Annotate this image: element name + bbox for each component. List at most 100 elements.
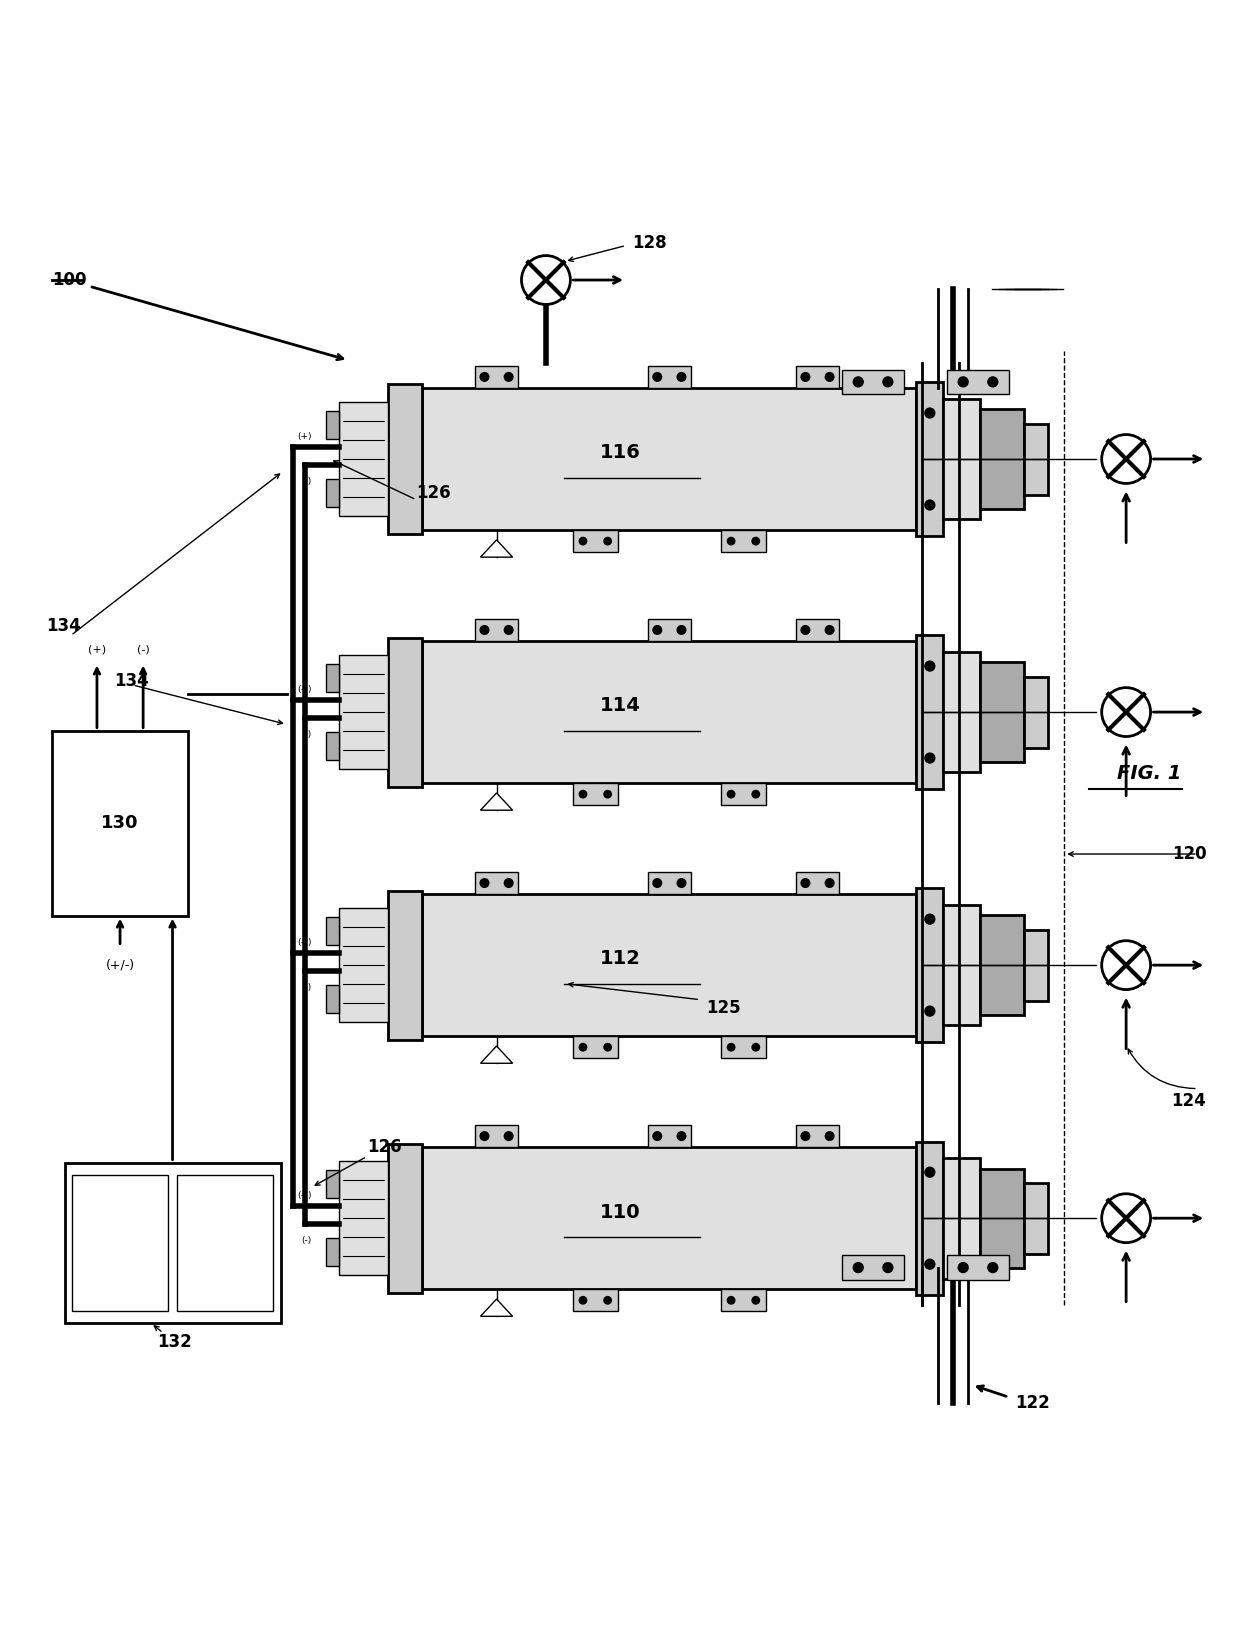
Bar: [475, 366, 518, 387]
Circle shape: [925, 753, 935, 763]
Bar: [475, 619, 518, 641]
Circle shape: [579, 538, 587, 544]
Circle shape: [604, 1044, 611, 1051]
Circle shape: [1101, 1194, 1151, 1242]
Text: (+/-): (+/-): [105, 959, 135, 972]
Circle shape: [653, 373, 662, 381]
Bar: [647, 366, 691, 387]
Bar: [339, 655, 388, 770]
Text: (+): (+): [296, 433, 311, 441]
Text: (+): (+): [296, 685, 311, 694]
Bar: [947, 1255, 1009, 1279]
Bar: [388, 891, 423, 1039]
Circle shape: [579, 1297, 587, 1304]
Bar: [326, 985, 339, 1013]
Bar: [647, 1124, 691, 1147]
Text: (+): (+): [296, 938, 311, 948]
Bar: [981, 410, 1024, 508]
Bar: [947, 369, 1009, 394]
Bar: [981, 915, 1024, 1015]
Circle shape: [604, 1297, 611, 1304]
Bar: [722, 529, 765, 552]
Circle shape: [826, 1132, 835, 1141]
Circle shape: [505, 373, 513, 381]
Bar: [326, 917, 339, 944]
Text: 126: 126: [417, 484, 451, 502]
Bar: [796, 873, 839, 894]
Bar: [388, 384, 423, 534]
Bar: [796, 366, 839, 387]
Text: 110: 110: [600, 1203, 640, 1222]
Text: (-): (-): [301, 984, 311, 992]
Bar: [339, 1162, 388, 1275]
Circle shape: [728, 1297, 735, 1304]
Text: 126: 126: [367, 1139, 402, 1157]
Bar: [796, 1124, 839, 1147]
Circle shape: [801, 879, 810, 887]
Bar: [1024, 676, 1048, 748]
Text: 130: 130: [102, 814, 139, 832]
Bar: [326, 1239, 339, 1266]
Text: 114: 114: [600, 696, 640, 716]
Bar: [326, 410, 339, 440]
Circle shape: [505, 879, 513, 887]
Bar: [647, 873, 691, 894]
Text: HMI: HMI: [211, 1235, 242, 1250]
Text: 134: 134: [114, 672, 149, 690]
Bar: [423, 1147, 916, 1289]
Bar: [573, 529, 618, 552]
Text: (+): (+): [88, 644, 107, 654]
Circle shape: [826, 373, 835, 381]
Bar: [52, 730, 188, 915]
Bar: [573, 783, 618, 806]
Polygon shape: [481, 539, 512, 557]
Circle shape: [1101, 941, 1151, 990]
Circle shape: [728, 538, 735, 544]
Circle shape: [653, 879, 662, 887]
Bar: [388, 637, 423, 786]
Circle shape: [522, 255, 570, 304]
Circle shape: [677, 879, 686, 887]
Circle shape: [853, 1263, 863, 1273]
Circle shape: [753, 1044, 759, 1051]
Circle shape: [925, 1260, 935, 1270]
Circle shape: [959, 1263, 968, 1273]
Circle shape: [801, 1132, 810, 1141]
Circle shape: [480, 626, 489, 634]
Bar: [475, 873, 518, 894]
Bar: [944, 652, 981, 773]
Bar: [326, 479, 339, 507]
Text: 100: 100: [52, 271, 87, 289]
Bar: [647, 619, 691, 641]
Circle shape: [505, 626, 513, 634]
Circle shape: [753, 538, 759, 544]
Circle shape: [728, 791, 735, 797]
Circle shape: [677, 626, 686, 634]
Circle shape: [753, 791, 759, 797]
Circle shape: [1101, 688, 1151, 737]
Text: (-): (-): [301, 730, 311, 739]
Circle shape: [480, 879, 489, 887]
Bar: [1024, 1183, 1048, 1253]
Polygon shape: [481, 1299, 512, 1317]
Bar: [944, 905, 981, 1026]
Bar: [722, 1036, 765, 1059]
Circle shape: [604, 791, 611, 797]
Bar: [326, 1170, 339, 1198]
Bar: [475, 1124, 518, 1147]
Bar: [944, 399, 981, 520]
Text: (-): (-): [136, 644, 150, 654]
Bar: [423, 641, 916, 783]
Bar: [64, 1163, 280, 1324]
Bar: [326, 663, 339, 693]
Bar: [916, 889, 944, 1042]
Text: FIG. 1: FIG. 1: [1117, 765, 1182, 783]
Circle shape: [1101, 435, 1151, 484]
Circle shape: [480, 373, 489, 381]
Circle shape: [925, 913, 935, 925]
Bar: [423, 894, 916, 1036]
Text: (+): (+): [296, 1191, 311, 1201]
Bar: [573, 1289, 618, 1312]
Circle shape: [959, 377, 968, 387]
Bar: [573, 1036, 618, 1059]
